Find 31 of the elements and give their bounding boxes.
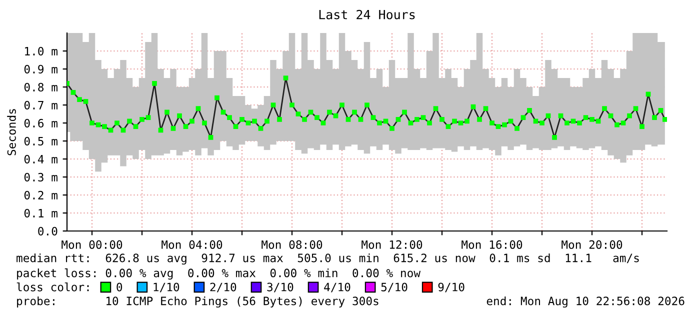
y-tick-label: 0.5 m — [24, 136, 58, 146]
y-tick-label: 1.0 m — [25, 46, 58, 56]
legend-label: 3/10 — [267, 282, 294, 292]
legend-label: 0 — [116, 282, 122, 292]
y-tick-label: 0.0 — [38, 226, 58, 236]
x-tick-label: Mon 00:00 — [62, 240, 122, 249]
y-tick-label: 0.2 m — [24, 190, 58, 200]
y-tick-label: 0.6 m — [24, 118, 58, 128]
y-tick-label: 0.1 m — [24, 208, 58, 218]
x-tick-label: Mon 04:00 — [162, 240, 222, 249]
y-tick-label: 0.8 m — [24, 82, 58, 92]
text: end: Mon Aug 10 22:56:08 2026 — [486, 296, 684, 308]
y-tick-label: 0.3 m — [24, 172, 58, 182]
text: probe: 10 ICMP Echo Pings (56 Bytes) every 300s — [17, 296, 378, 308]
chart-title: Last 24 Hours — [319, 10, 415, 20]
legend-label: 5/10 — [381, 282, 408, 292]
x-tick-label: Mon 08:00 — [262, 240, 322, 249]
x-tick-label: Mon 16:00 — [462, 240, 522, 249]
x-tick-label: Mon 20:00 — [562, 240, 622, 249]
y-tick-label: 0.7 m — [24, 100, 58, 110]
legend-label: 2/10 — [210, 282, 236, 292]
text: median rtt: 626.8 us avg 912.7 us max 505.0 us min 615.2 us now 0.1 ms sd 11.1 am/s — [16, 253, 639, 265]
x-tick-label: Mon 12:00 — [362, 240, 422, 249]
legend-label: 9/10 — [438, 282, 464, 292]
legend-title: loss color: — [16, 282, 89, 292]
y-tick-label: 0.9 m — [24, 64, 58, 74]
text: packet loss: 0.00 % avg 0.00 % max 0.00 % min 0.00 % now — [17, 268, 421, 280]
y-tick-label: 0.4 m — [24, 154, 58, 164]
y-axis-title: Seconds — [7, 109, 16, 156]
legend-label: 1/10 — [154, 282, 180, 292]
legend-label: 4/10 — [324, 282, 350, 292]
